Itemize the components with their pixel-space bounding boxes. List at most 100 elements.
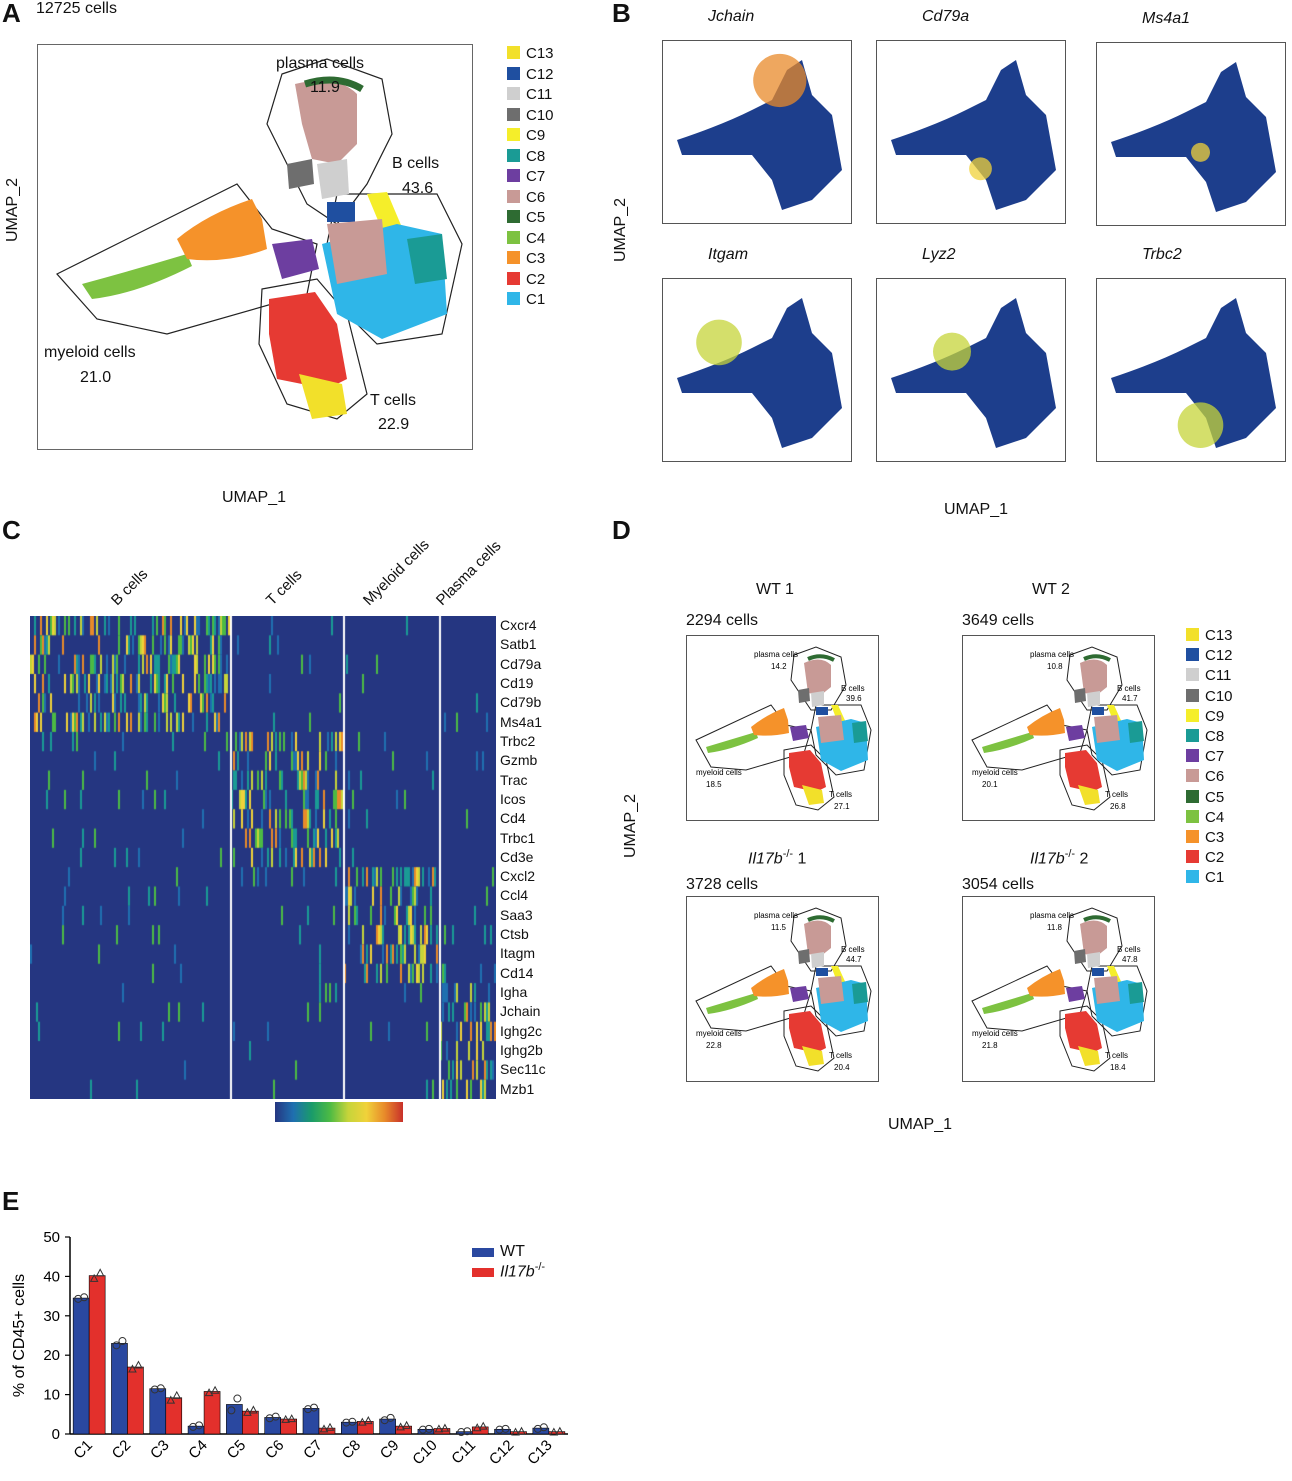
x-tick-label: C10 [409, 1437, 440, 1468]
feature-title-lyz2: Lyz2 [922, 246, 956, 263]
mini-pct-myeloid: 22.8 [706, 1041, 722, 1050]
mini-pct-plasma: 14.2 [771, 662, 787, 671]
point-wt [310, 1403, 318, 1412]
cluster-c6-top [295, 80, 357, 164]
mini-label-b: B cells [841, 945, 865, 954]
x-tick-label: C5 [224, 1437, 250, 1463]
point-ko [396, 1422, 405, 1431]
label-b: B cells [392, 155, 440, 172]
mini-pct-myeloid: 21.8 [982, 1041, 998, 1050]
x-tick-label: C9 [377, 1437, 403, 1463]
mini-pct-plasma: 11.5 [771, 923, 787, 932]
legend-swatch [1186, 749, 1199, 763]
mini-pct-t: 20.4 [834, 1063, 850, 1072]
point-ko [134, 1360, 143, 1369]
wt-swatch [472, 1248, 494, 1257]
y-tick-label: 0 [52, 1426, 60, 1443]
point-ko [95, 1268, 105, 1277]
legend-swatch [507, 66, 520, 80]
legend-item-c12: C12 [1186, 647, 1233, 665]
label-t: T cells [370, 392, 416, 409]
mini-pct-b: 44.7 [846, 955, 862, 964]
panel-a-ylabel: UMAP_2 [4, 177, 21, 242]
mini-label-b: B cells [1117, 684, 1141, 693]
pct-myeloid: 21.0 [80, 369, 112, 386]
legend-swatch [507, 251, 520, 264]
legend-label: C12 [1205, 647, 1233, 665]
cluster-c12 [327, 202, 355, 222]
heatmap-gene-label: Ighg2c [500, 1022, 543, 1039]
point-wt [227, 1406, 236, 1415]
sample-title-wt2: WT 2 [1032, 581, 1070, 598]
point-ko [357, 1417, 367, 1426]
legend-label: C10 [1205, 687, 1233, 705]
heat-group-b: B cells [107, 565, 152, 609]
cluster-c10 [287, 159, 314, 189]
heatmap-colorbar [275, 1102, 403, 1122]
bar-ko-c2 [127, 1366, 144, 1435]
feature-title-itgam: Itgam [708, 246, 749, 263]
legend-item-c13: C13 [1186, 627, 1233, 645]
point-ko [325, 1422, 335, 1431]
mini-pct-plasma: 10.8 [1047, 662, 1063, 671]
heatmap-gene-label: Cd14 [500, 964, 534, 981]
point-wt [304, 1405, 312, 1414]
legend-swatch [1186, 809, 1199, 823]
point-wt [463, 1427, 472, 1436]
legend-label: C8 [1205, 728, 1225, 745]
legend-swatch [1186, 850, 1199, 864]
legend-item-c3: C3 [1186, 829, 1224, 847]
heatmap-gene-label: Igha [500, 984, 528, 1001]
legend-label: C9 [526, 127, 546, 144]
mini-pct-b: 41.7 [1122, 694, 1138, 703]
panel-label-b: B [612, 0, 631, 28]
mini-label-plasma: plasma cells [754, 650, 798, 659]
legend-swatch [1186, 769, 1199, 783]
point-wt [156, 1384, 165, 1393]
legend-item-c6: C6 [507, 189, 545, 207]
legend-swatch [1186, 628, 1199, 641]
legend-item-c10: C10 [507, 107, 554, 125]
legend-label: C2 [1205, 849, 1225, 867]
legend-item-c6: C6 [1186, 768, 1224, 786]
t-outline [258, 278, 368, 420]
feature-plot-itgam [662, 278, 852, 462]
feature-plot-lyz2 [876, 278, 1066, 462]
heatmap-gene-label: Cd79a [500, 655, 542, 672]
label-myeloid: myeloid cells [44, 344, 136, 361]
point-wt [457, 1428, 466, 1437]
x-tick-label: C6 [262, 1437, 288, 1463]
legend-swatch [507, 107, 520, 121]
mini-label-plasma: plasma cells [1030, 911, 1074, 920]
heatmap-gene-label: Itagm [500, 945, 536, 962]
point-ko [204, 1388, 214, 1397]
cluster-c5 [303, 76, 364, 93]
legend-item-c12: C12 [507, 66, 554, 84]
y-tick-label: 20 [43, 1347, 60, 1364]
mini-label-myeloid: myeloid cells [696, 1029, 742, 1038]
legend-item-c8: C8 [1186, 728, 1224, 746]
point-ko [363, 1416, 373, 1425]
cells-wt1: 2294 cells [686, 612, 759, 629]
panel-label-d: D [612, 515, 631, 545]
legend-item-c1: C1 [507, 291, 545, 309]
mini-pct-b: 47.8 [1122, 955, 1138, 964]
point-ko [478, 1421, 488, 1430]
legend-swatch [1186, 688, 1199, 702]
mini-pct-t: 18.4 [1110, 1063, 1126, 1072]
expression-heatmap [30, 616, 496, 1099]
heatmap-gene-label: Cd3e [500, 848, 534, 865]
cells-ko2: 3054 cells [962, 876, 1035, 893]
mini-pct-t: 26.8 [1110, 802, 1126, 811]
legend-swatch [507, 169, 520, 182]
legend-swatch [1186, 830, 1199, 843]
legend-label: C4 [1205, 808, 1225, 826]
bar-wt-c7 [302, 1408, 320, 1435]
legend-label: C12 [526, 65, 554, 83]
legend-label: C3 [526, 250, 546, 267]
point-wt [80, 1293, 89, 1302]
heatmap-gene-label: Ighg2b [500, 1042, 543, 1059]
panel-a-cell-count: 12725 cells [36, 0, 117, 17]
